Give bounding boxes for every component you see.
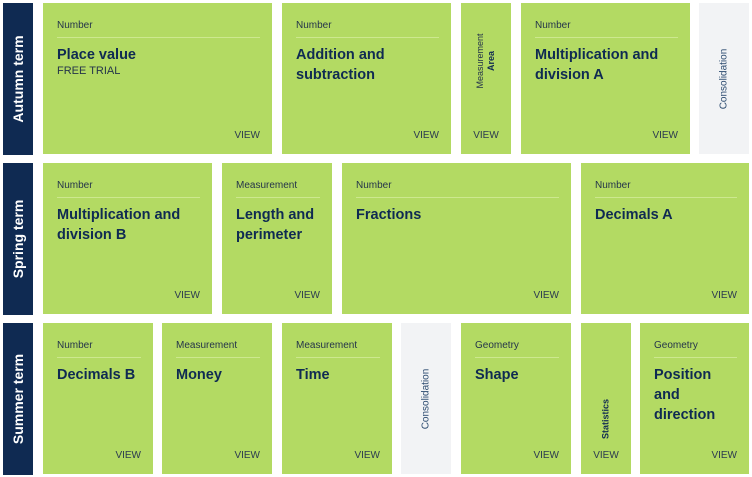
divider: [296, 37, 439, 38]
view-link[interactable]: VIEW: [593, 450, 619, 461]
card-title: Place value: [57, 47, 136, 63]
card-category: Measurement: [236, 180, 298, 191]
card-shape[interactable]: Geometry Shape VIEW: [461, 323, 571, 474]
view-link[interactable]: VIEW: [413, 130, 439, 141]
term-bar-autumn: Autumn term: [3, 3, 33, 155]
view-link[interactable]: VIEW: [234, 130, 260, 141]
card-title: Statistics: [600, 398, 611, 440]
card-title: Length and perimeter: [236, 207, 315, 243]
divider: [57, 37, 260, 38]
card-category: Number: [57, 180, 93, 191]
divider: [535, 37, 678, 38]
view-link[interactable]: VIEW: [711, 290, 737, 301]
consolidation-label: Consolidation: [718, 48, 730, 109]
card-category: Number: [535, 20, 571, 31]
card-category: Measurement: [475, 33, 485, 89]
view-link[interactable]: VIEW: [354, 450, 380, 461]
card-category: Number: [296, 20, 332, 31]
card-time[interactable]: Measurement Time VIEW: [282, 323, 392, 474]
term-bar-spring: Spring term: [3, 163, 33, 315]
card-title: Time: [296, 367, 330, 383]
card-decimals-a[interactable]: Number Decimals A VIEW: [581, 163, 749, 314]
view-link[interactable]: VIEW: [294, 290, 320, 301]
term-bar-summer: Summer term: [3, 323, 33, 475]
consolidation-block: Consolidation: [699, 3, 749, 154]
divider: [57, 197, 200, 198]
term-label: Spring term: [10, 199, 26, 279]
view-link[interactable]: VIEW: [234, 450, 260, 461]
view-link[interactable]: VIEW: [533, 290, 559, 301]
consolidation-block: Consolidation: [401, 323, 451, 474]
card-title: Multiplication and division A: [535, 47, 659, 83]
card-category: Number: [57, 20, 93, 31]
view-link[interactable]: VIEW: [533, 450, 559, 461]
card-category: Geometry: [654, 340, 698, 351]
term-label: Summer term: [10, 353, 26, 445]
card-title: Decimals A: [595, 207, 673, 223]
card-category: Measurement: [176, 340, 238, 351]
card-multiplication-division-b[interactable]: Number Multiplication and division B VIE…: [43, 163, 212, 314]
term-label: Autumn term: [10, 35, 26, 123]
card-decimals-b[interactable]: Number Decimals B VIEW: [43, 323, 153, 474]
view-link[interactable]: VIEW: [174, 290, 200, 301]
view-link[interactable]: VIEW: [652, 130, 678, 141]
card-statistics[interactable]: Statistics VIEW: [581, 323, 631, 474]
divider: [654, 357, 737, 358]
card-title: Shape: [475, 367, 519, 383]
divider: [595, 197, 737, 198]
view-link[interactable]: VIEW: [473, 130, 499, 141]
card-fractions[interactable]: Number Fractions VIEW: [342, 163, 571, 314]
card-category: Measurement: [296, 340, 358, 351]
divider: [236, 197, 320, 198]
card-category: Number: [57, 340, 93, 351]
card-area[interactable]: Measurement Area VIEW: [461, 3, 511, 154]
divider: [296, 357, 380, 358]
divider: [57, 357, 141, 358]
view-link[interactable]: VIEW: [115, 450, 141, 461]
free-trial-label: FREE TRIAL: [57, 65, 121, 77]
card-vertical-label: Statistics: [601, 399, 612, 439]
card-money[interactable]: Measurement Money VIEW: [162, 323, 272, 474]
card-title: Area: [486, 51, 496, 72]
view-link[interactable]: VIEW: [711, 450, 737, 461]
card-title: Multiplication and division B: [57, 207, 181, 243]
card-multiplication-division-a[interactable]: Number Multiplication and division A VIE…: [521, 3, 690, 154]
card-place-value[interactable]: Number Place value FREE TRIAL VIEW: [43, 3, 272, 154]
card-addition-subtraction[interactable]: Number Addition and subtraction VIEW: [282, 3, 451, 154]
divider: [356, 197, 559, 198]
card-length-perimeter[interactable]: Measurement Length and perimeter VIEW: [222, 163, 332, 314]
consolidation-label: Consolidation: [420, 368, 432, 429]
divider: [475, 357, 559, 358]
card-position-direction[interactable]: Geometry Position and direction VIEW: [640, 323, 749, 474]
card-title: Decimals B: [57, 367, 136, 383]
divider: [176, 357, 260, 358]
card-title: Fractions: [356, 207, 422, 223]
card-category: Geometry: [475, 340, 519, 351]
card-vertical-label: Measurement Area: [475, 33, 497, 88]
card-title: Addition and subtraction: [296, 47, 385, 83]
card-category: Number: [356, 180, 392, 191]
card-title: Money: [176, 367, 222, 383]
card-category: Number: [595, 180, 631, 191]
card-title: Position and direction: [654, 367, 716, 423]
